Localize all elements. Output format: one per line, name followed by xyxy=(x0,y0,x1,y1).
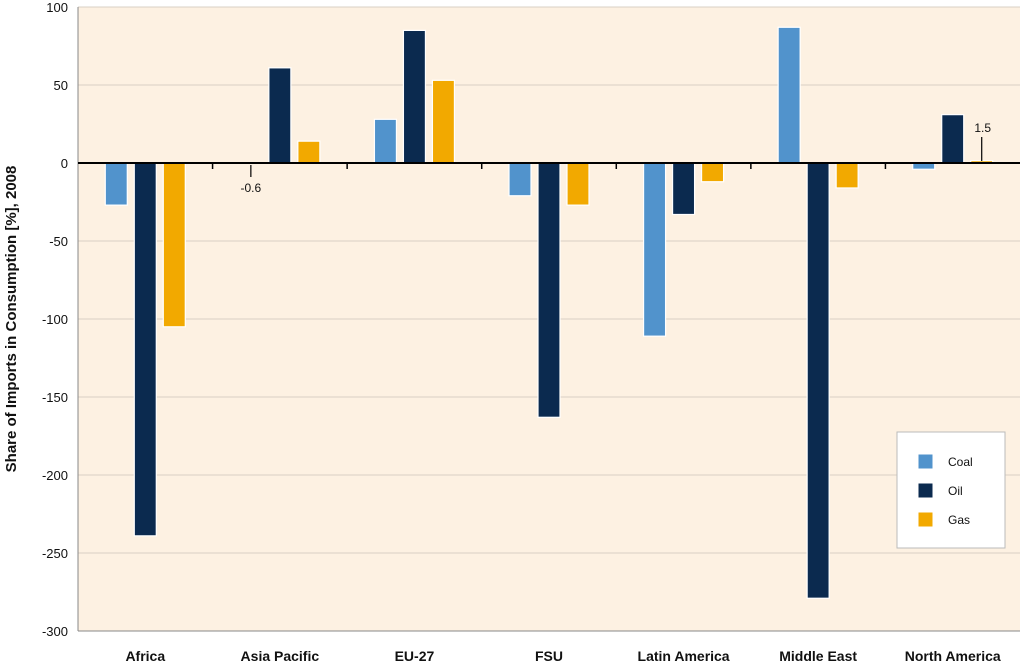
y-tick-label: -150 xyxy=(42,390,68,405)
bar-gas xyxy=(162,162,186,328)
y-tick-label: 50 xyxy=(54,78,68,93)
legend-label-gas: Gas xyxy=(948,513,970,527)
bar-gas xyxy=(835,162,859,189)
x-category-label: FSU xyxy=(535,648,563,664)
bar-gas xyxy=(700,162,725,183)
bar-coal xyxy=(642,162,667,337)
legend-swatch-coal xyxy=(917,453,934,470)
x-category-label: Africa xyxy=(125,648,165,664)
bar-coal xyxy=(373,118,398,164)
bar-coal xyxy=(777,26,801,164)
y-axis-ticks: 100 50 0 -50 -100 -150 -200 -250 -300 xyxy=(42,0,68,639)
bar-oil xyxy=(402,29,427,164)
legend-swatch-oil xyxy=(917,482,934,499)
bar-oil xyxy=(133,162,157,537)
legend-swatch-gas xyxy=(917,511,934,528)
bar-oil xyxy=(537,162,561,418)
bar-oil xyxy=(671,162,696,216)
annotation-label: 1.5 xyxy=(974,121,991,135)
annotations: -0.6 1.5 xyxy=(241,121,992,195)
y-tick-label: 0 xyxy=(61,156,68,171)
x-category-label: EU-27 xyxy=(395,648,435,664)
annotation-label: -0.6 xyxy=(241,181,262,195)
bar-coal xyxy=(508,162,532,197)
bar-oil xyxy=(806,162,830,599)
y-tick-label: -250 xyxy=(42,546,68,561)
y-tick-label: -200 xyxy=(42,468,68,483)
legend-label-coal: Coal xyxy=(948,455,973,469)
legend-box xyxy=(896,431,1006,549)
x-category-label: North America xyxy=(905,648,1001,664)
y-axis-title: Share of Imports in Consumption [%], 200… xyxy=(3,166,20,473)
bar-oil xyxy=(268,67,292,164)
legend: Coal Oil Gas xyxy=(896,431,1006,549)
bar-oil xyxy=(941,114,965,164)
bar-coal xyxy=(104,162,128,206)
legend-label-oil: Oil xyxy=(948,484,963,498)
x-axis-categories: Africa Asia Pacific EU-27 FSU Latin America M… xyxy=(125,648,1000,664)
y-tick-label: -300 xyxy=(42,624,68,639)
y-tick-label: -100 xyxy=(42,312,68,327)
bar-gas xyxy=(297,140,321,164)
y-tick-label: -50 xyxy=(49,234,68,249)
x-category-label: Middle East xyxy=(779,648,857,664)
x-category-label: Asia Pacific xyxy=(241,648,320,664)
y-tick-label: 100 xyxy=(46,0,68,15)
bar-gas xyxy=(566,162,590,206)
bars xyxy=(78,26,1020,599)
x-category-label: Latin America xyxy=(638,648,730,664)
bar-gas xyxy=(431,79,456,164)
